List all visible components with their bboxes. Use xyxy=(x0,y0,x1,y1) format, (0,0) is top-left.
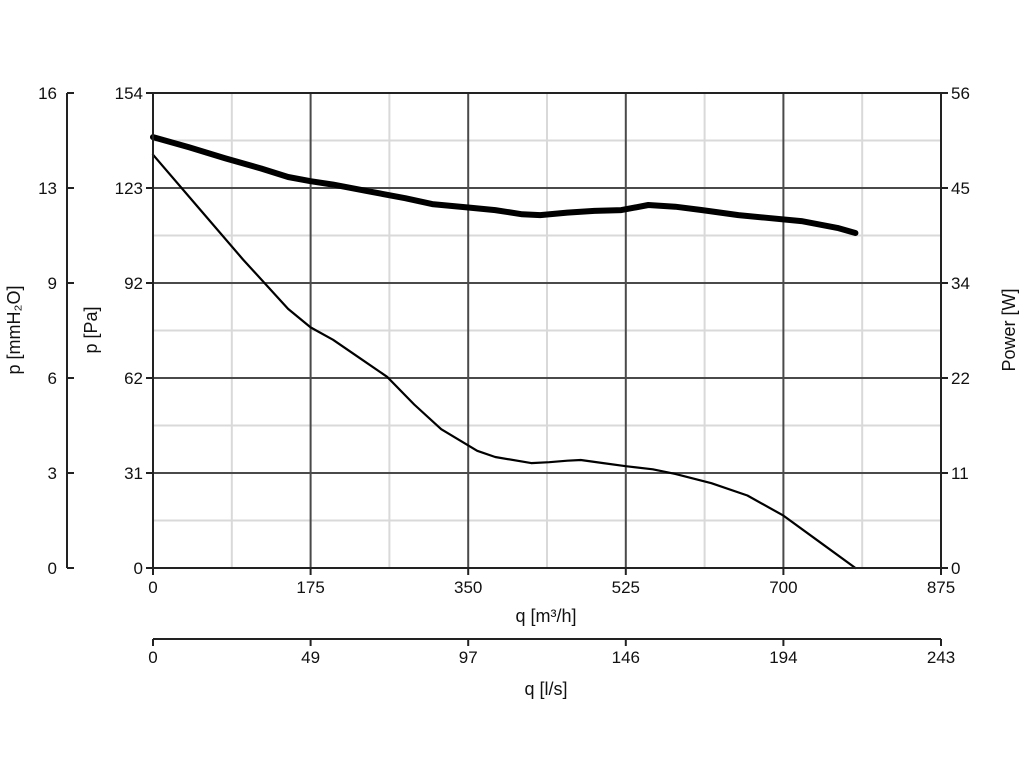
y-axis-title-pa: p [Pa] xyxy=(81,306,101,353)
y-tick-label-power: 34 xyxy=(951,274,970,293)
pressure-curve xyxy=(151,153,857,570)
y-tick-label-power: 11 xyxy=(951,464,969,483)
y-tick-label-mmh2o: 0 xyxy=(48,559,57,578)
y-tick-label-mmh2o: 6 xyxy=(48,369,57,388)
axes xyxy=(66,92,948,646)
y-tick-label-pa: 154 xyxy=(115,84,143,103)
y-tick-label-pa: 92 xyxy=(124,274,143,293)
x2-tick-label: 146 xyxy=(612,648,640,667)
x2-tick-label: 0 xyxy=(148,648,157,667)
grid-minor xyxy=(153,93,941,568)
y-tick-label-mmh2o: 13 xyxy=(38,179,57,198)
x-tick-label: 350 xyxy=(454,578,482,597)
curves xyxy=(150,134,859,570)
x2-tick-label: 49 xyxy=(301,648,320,667)
x-tick-label: 700 xyxy=(769,578,797,597)
grid-major xyxy=(153,93,941,568)
y-tick-label-mmh2o: 3 xyxy=(48,464,57,483)
power-curve xyxy=(150,134,859,236)
plot-frame xyxy=(152,92,942,569)
x-tick-label: 875 xyxy=(927,578,955,597)
x-tick-label: 175 xyxy=(296,578,324,597)
y-axis-title-power: Power [W] xyxy=(999,288,1019,371)
y-tick-label-mmh2o: 16 xyxy=(38,84,57,103)
x2-tick-label: 243 xyxy=(927,648,955,667)
y-tick-label-mmh2o: 9 xyxy=(48,274,57,293)
x-axis-title: q [m³/h] xyxy=(515,606,576,626)
y-tick-label-power: 22 xyxy=(951,369,970,388)
y-tick-label-pa: 123 xyxy=(115,179,143,198)
y-axis-title-mmh2o: p [mmH₂O] xyxy=(4,286,24,375)
x2-axis-title: q [l/s] xyxy=(524,679,567,699)
x-tick-label: 0 xyxy=(148,578,157,597)
y-tick-label-power: 45 xyxy=(951,179,970,198)
y-tick-label-pa: 0 xyxy=(134,559,143,578)
y-tick-label-pa: 62 xyxy=(124,369,143,388)
y-tick-label-pa: 31 xyxy=(124,464,143,483)
x2-tick-label: 194 xyxy=(769,648,797,667)
x-tick-label: 525 xyxy=(612,578,640,597)
y-tick-label-power: 56 xyxy=(951,84,970,103)
y-tick-label-power: 0 xyxy=(951,559,960,578)
x2-tick-label: 97 xyxy=(459,648,478,667)
